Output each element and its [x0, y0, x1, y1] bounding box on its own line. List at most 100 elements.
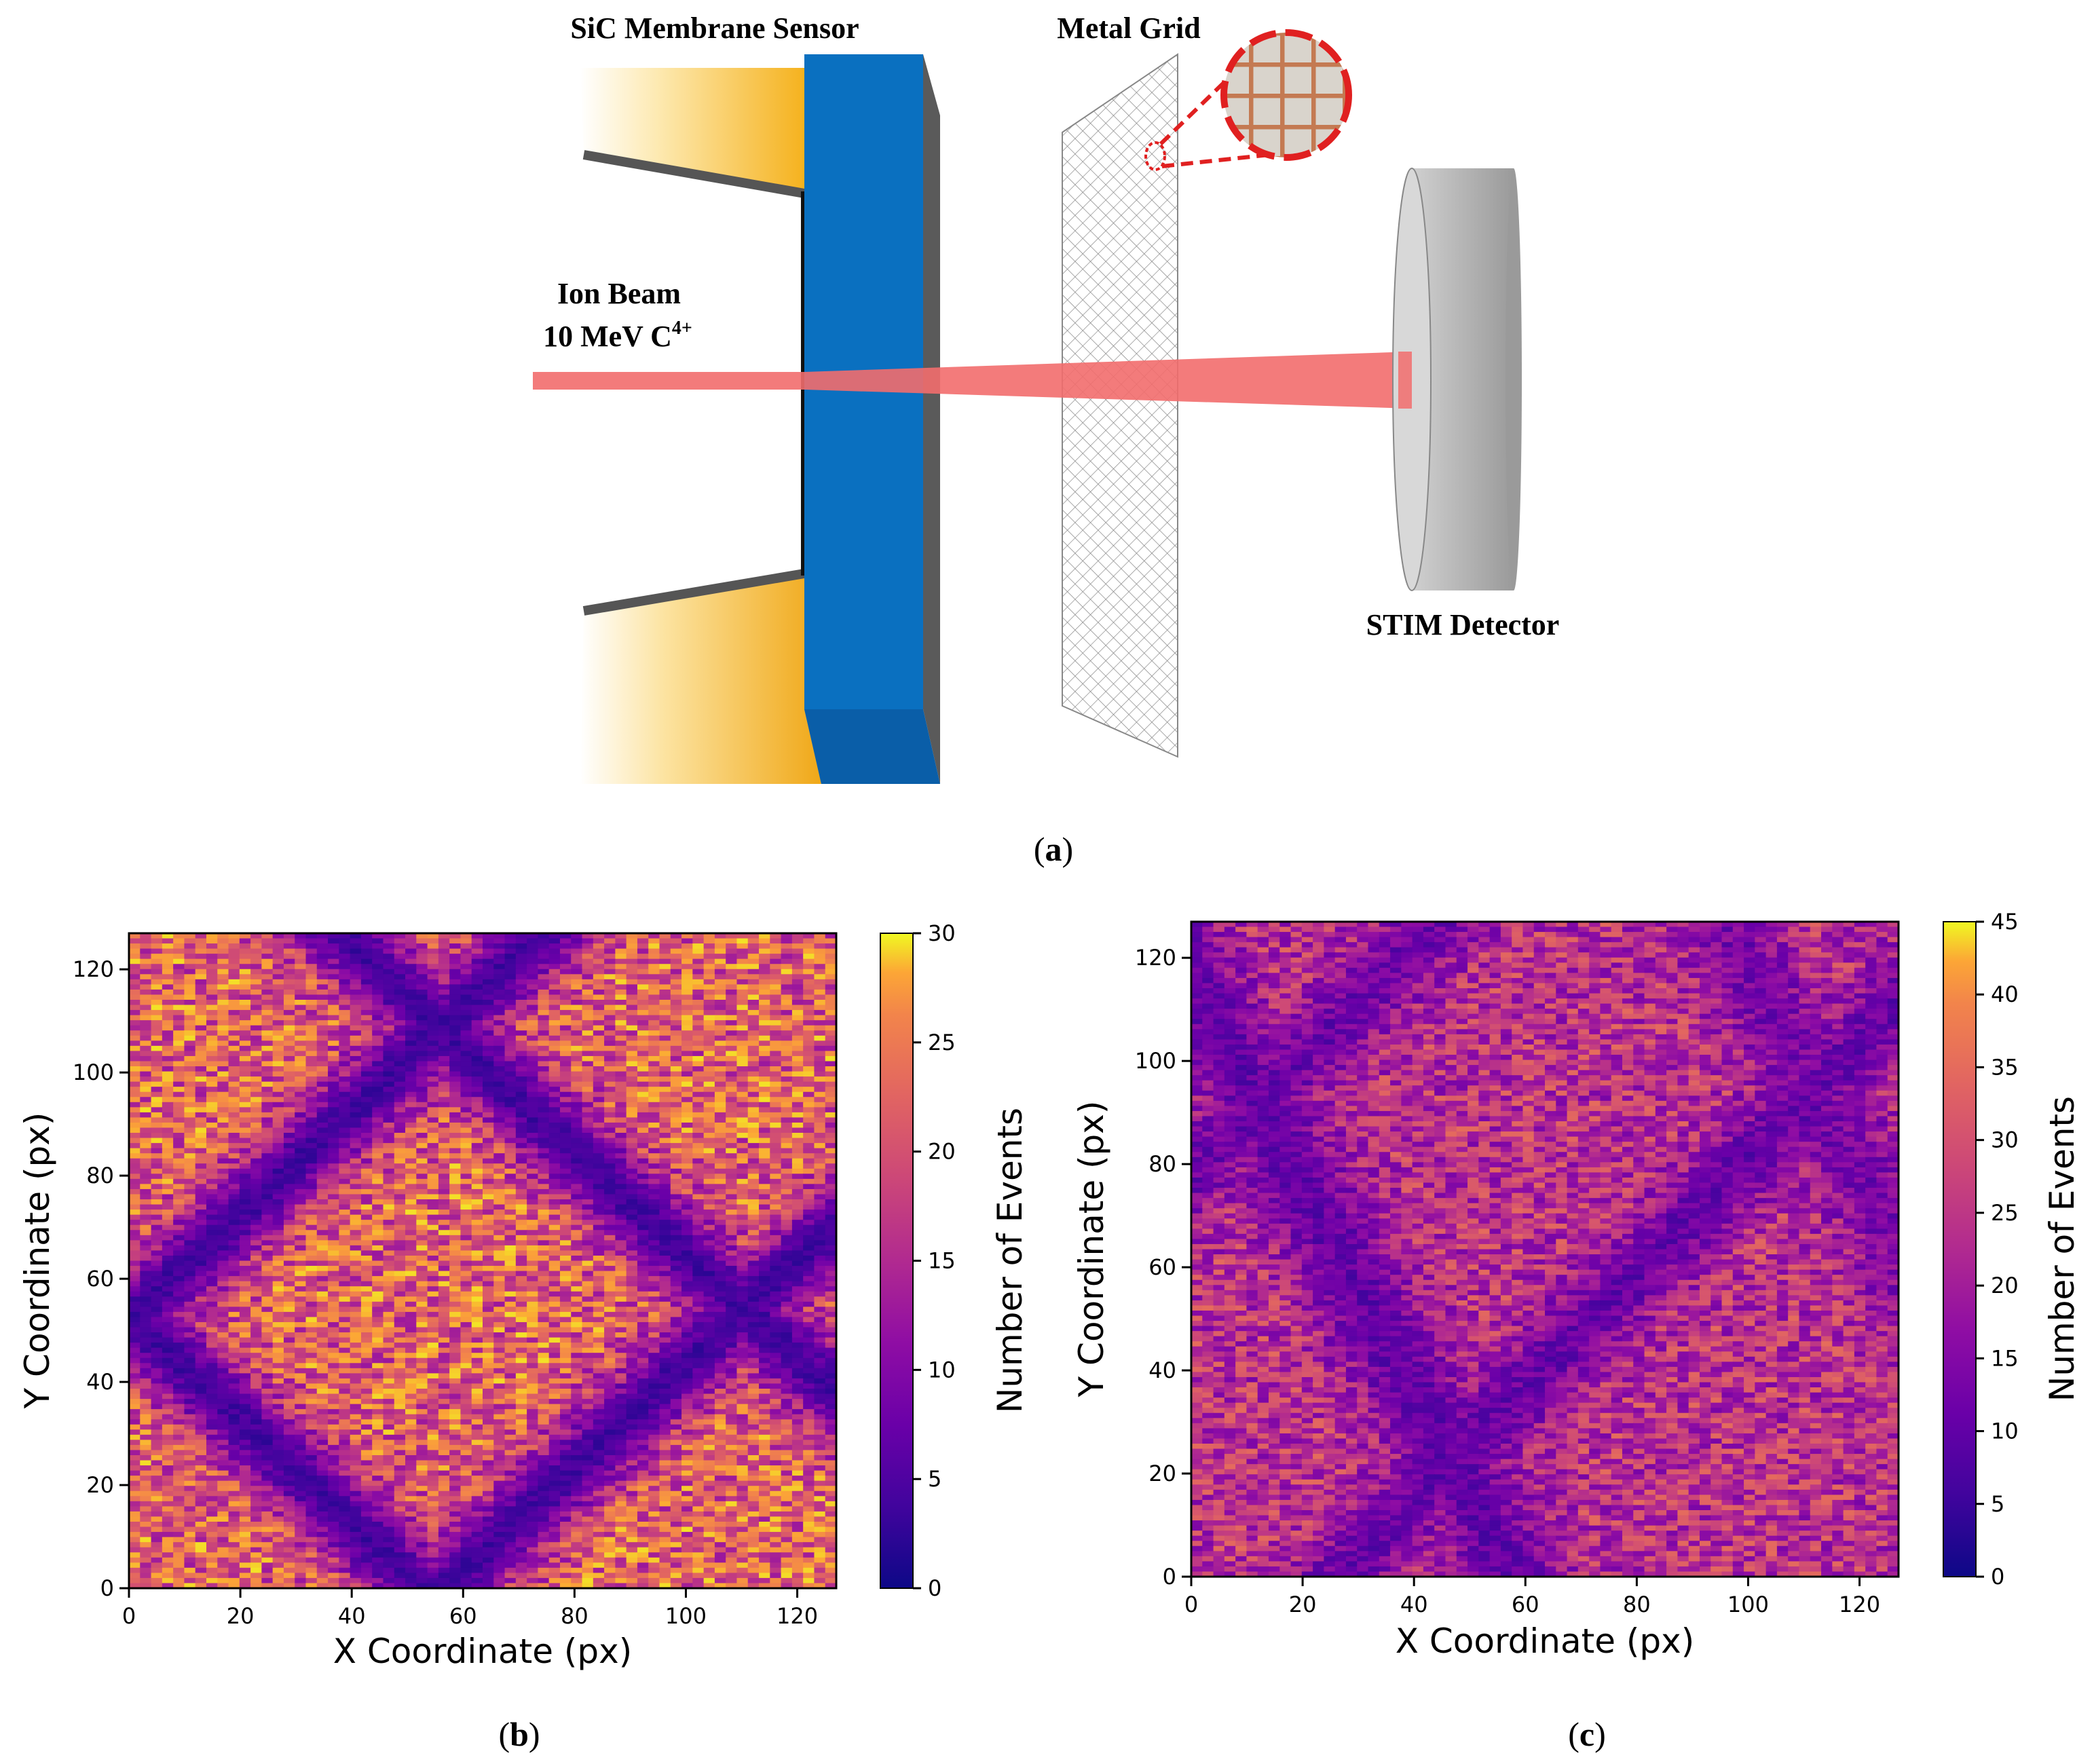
- heatmap-cell: [428, 1292, 439, 1297]
- heatmap-cell: [261, 1030, 273, 1036]
- heatmap-cell: [129, 1061, 141, 1066]
- heatmap-cell: [615, 1020, 627, 1026]
- heatmap-cell: [671, 1020, 682, 1026]
- heatmap-cell: [671, 1174, 682, 1179]
- heatmap-cell: [284, 1072, 295, 1077]
- heatmap-cell: [516, 1072, 527, 1077]
- heatmap-cell: [129, 1281, 141, 1287]
- heatmap-cell: [162, 1061, 174, 1066]
- heatmap-cell: [493, 1225, 505, 1231]
- heatmap-cell: [516, 1179, 527, 1184]
- heatmap-cell: [726, 979, 737, 985]
- heatmap-cell: [339, 984, 350, 990]
- heatmap-cell: [460, 1266, 472, 1271]
- heatmap-cell: [681, 1235, 693, 1241]
- heatmap-cell: [814, 1312, 825, 1317]
- heatmap-cell: [284, 1209, 295, 1215]
- heatmap-cell: [660, 1133, 671, 1138]
- heatmap-cell: [825, 1205, 837, 1210]
- heatmap-cell: [792, 969, 804, 975]
- heatmap-cell: [648, 959, 660, 964]
- heatmap-cell: [593, 984, 605, 990]
- heatmap-cell: [428, 974, 439, 979]
- heatmap-cell: [129, 964, 141, 969]
- heatmap-cell: [173, 1076, 185, 1082]
- heatmap-cell: [571, 969, 582, 975]
- heatmap-cell: [516, 964, 527, 969]
- heatmap-cell: [582, 1138, 594, 1144]
- heatmap-cell: [637, 1286, 649, 1292]
- heatmap-cell: [250, 1317, 262, 1322]
- heatmap-cell: [240, 1307, 251, 1312]
- heatmap-cell: [184, 1240, 195, 1245]
- heatmap-cell: [792, 949, 804, 954]
- heatmap-cell: [582, 1051, 594, 1056]
- heatmap-cell: [516, 1015, 527, 1021]
- heatmap-cell: [273, 1046, 284, 1051]
- heatmap-cell: [571, 1312, 582, 1317]
- heatmap-cell: [715, 1159, 726, 1164]
- heatmap-cell: [671, 1066, 682, 1072]
- heatmap-cell: [692, 1056, 704, 1062]
- heatmap-cell: [438, 1189, 450, 1195]
- heatmap-cell: [692, 939, 704, 944]
- heatmap-cell: [229, 1266, 240, 1271]
- heatmap-cell: [792, 1061, 804, 1066]
- heatmap-cell: [715, 1281, 726, 1287]
- heatmap-cell: [527, 1066, 538, 1072]
- heatmap-cell: [814, 1209, 825, 1215]
- heatmap-cell: [372, 1005, 384, 1011]
- heatmap-cell: [615, 1005, 627, 1011]
- heatmap-cell: [792, 1082, 804, 1087]
- heatmap-cell: [140, 1194, 151, 1199]
- heatmap-cell: [460, 1189, 472, 1195]
- heatmap-cell: [184, 1102, 195, 1108]
- heatmap-cell: [261, 1026, 273, 1031]
- heatmap-cell: [493, 939, 505, 944]
- heatmap-cell: [803, 1250, 815, 1256]
- heatmap-cell: [361, 1000, 373, 1005]
- heatmap-cell: [405, 954, 417, 959]
- heatmap-cell: [328, 1066, 339, 1072]
- heatmap-cell: [350, 1179, 362, 1184]
- heatmap-cell: [704, 1046, 715, 1051]
- heatmap-cell: [483, 1026, 494, 1031]
- heatmap-cell: [405, 1266, 417, 1271]
- heatmap-cell: [615, 1256, 627, 1261]
- heatmap-cell: [140, 1112, 151, 1118]
- heatmap-cell: [637, 1169, 649, 1174]
- heatmap-cell: [792, 1179, 804, 1184]
- heatmap-cell: [615, 1322, 627, 1328]
- heatmap-cell: [229, 1209, 240, 1215]
- heatmap-cell: [317, 1036, 329, 1041]
- heatmap-cell: [671, 994, 682, 1000]
- heatmap-cell: [449, 1066, 461, 1072]
- heatmap-cell: [217, 1215, 229, 1220]
- heatmap-cell: [306, 1020, 318, 1026]
- heatmap-cell: [405, 1205, 417, 1210]
- heatmap-cell: [240, 1133, 251, 1138]
- heatmap-cell: [151, 1276, 163, 1281]
- heatmap-cell: [250, 1205, 262, 1210]
- heatmap-cell: [770, 1286, 781, 1292]
- heatmap-cell: [361, 1036, 373, 1041]
- heatmap-cell: [671, 1117, 682, 1123]
- heatmap-cell: [240, 954, 251, 959]
- heatmap-cell: [549, 1102, 561, 1108]
- heatmap-cell: [604, 974, 616, 979]
- heatmap-cell: [372, 1153, 384, 1159]
- heatmap-cell: [538, 1281, 549, 1287]
- heatmap-cell: [704, 1040, 715, 1046]
- heatmap-cell: [229, 1302, 240, 1307]
- heatmap-cell: [781, 1307, 793, 1312]
- heatmap-cell: [627, 1292, 638, 1297]
- heatmap-cell: [736, 974, 748, 979]
- heatmap-cell: [615, 1281, 627, 1287]
- heatmap-cell: [615, 994, 627, 1000]
- heatmap-cell: [549, 1026, 561, 1031]
- heatmap-cell: [206, 1127, 218, 1133]
- heatmap-cell: [825, 1056, 837, 1062]
- heatmap-cell: [660, 994, 671, 1000]
- heatmap-cell: [648, 1148, 660, 1154]
- heatmap-cell: [770, 959, 781, 964]
